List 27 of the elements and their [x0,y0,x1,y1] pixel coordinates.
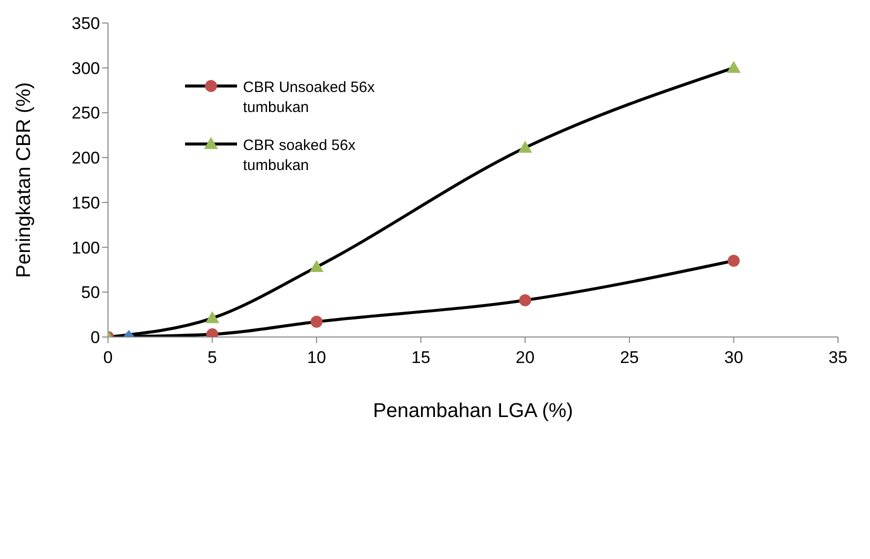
legend-label: CBR soaked 56x tumbukan [243,136,357,176]
x-tick-label: 5 [208,348,218,368]
x-axis-title: Penambahan LGA (%) [372,400,574,422]
x-tick-label: 25 [620,348,639,368]
legend-label: CBR Unsoaked 56x tumbukan [243,78,376,118]
x-tick-label: 15 [411,348,430,368]
y-tick-label: 300 [72,58,100,78]
y-tick-label: 150 [72,193,100,212]
point [726,60,741,73]
x-tick-label: 10 [307,348,326,368]
y-tick-label: 0 [90,328,100,348]
point [728,254,740,267]
point [205,311,220,324]
point [519,294,532,306]
y-axis-title: Peningkatan CBR (%) [13,82,36,278]
x-tick-label: 20 [516,348,535,368]
y-tick-label: 50 [81,283,100,302]
point [518,140,532,153]
y-tick-label: 350 [72,14,100,34]
y-tick-label: 250 [72,104,100,123]
y-tick-label: 200 [72,148,100,168]
y-tick-label: 100 [72,238,100,258]
x-tick-label: 0 [103,348,113,368]
x-tick-label: 35 [828,348,848,368]
point [310,316,323,328]
point [310,260,324,272]
x-tick-label: 30 [724,348,744,368]
